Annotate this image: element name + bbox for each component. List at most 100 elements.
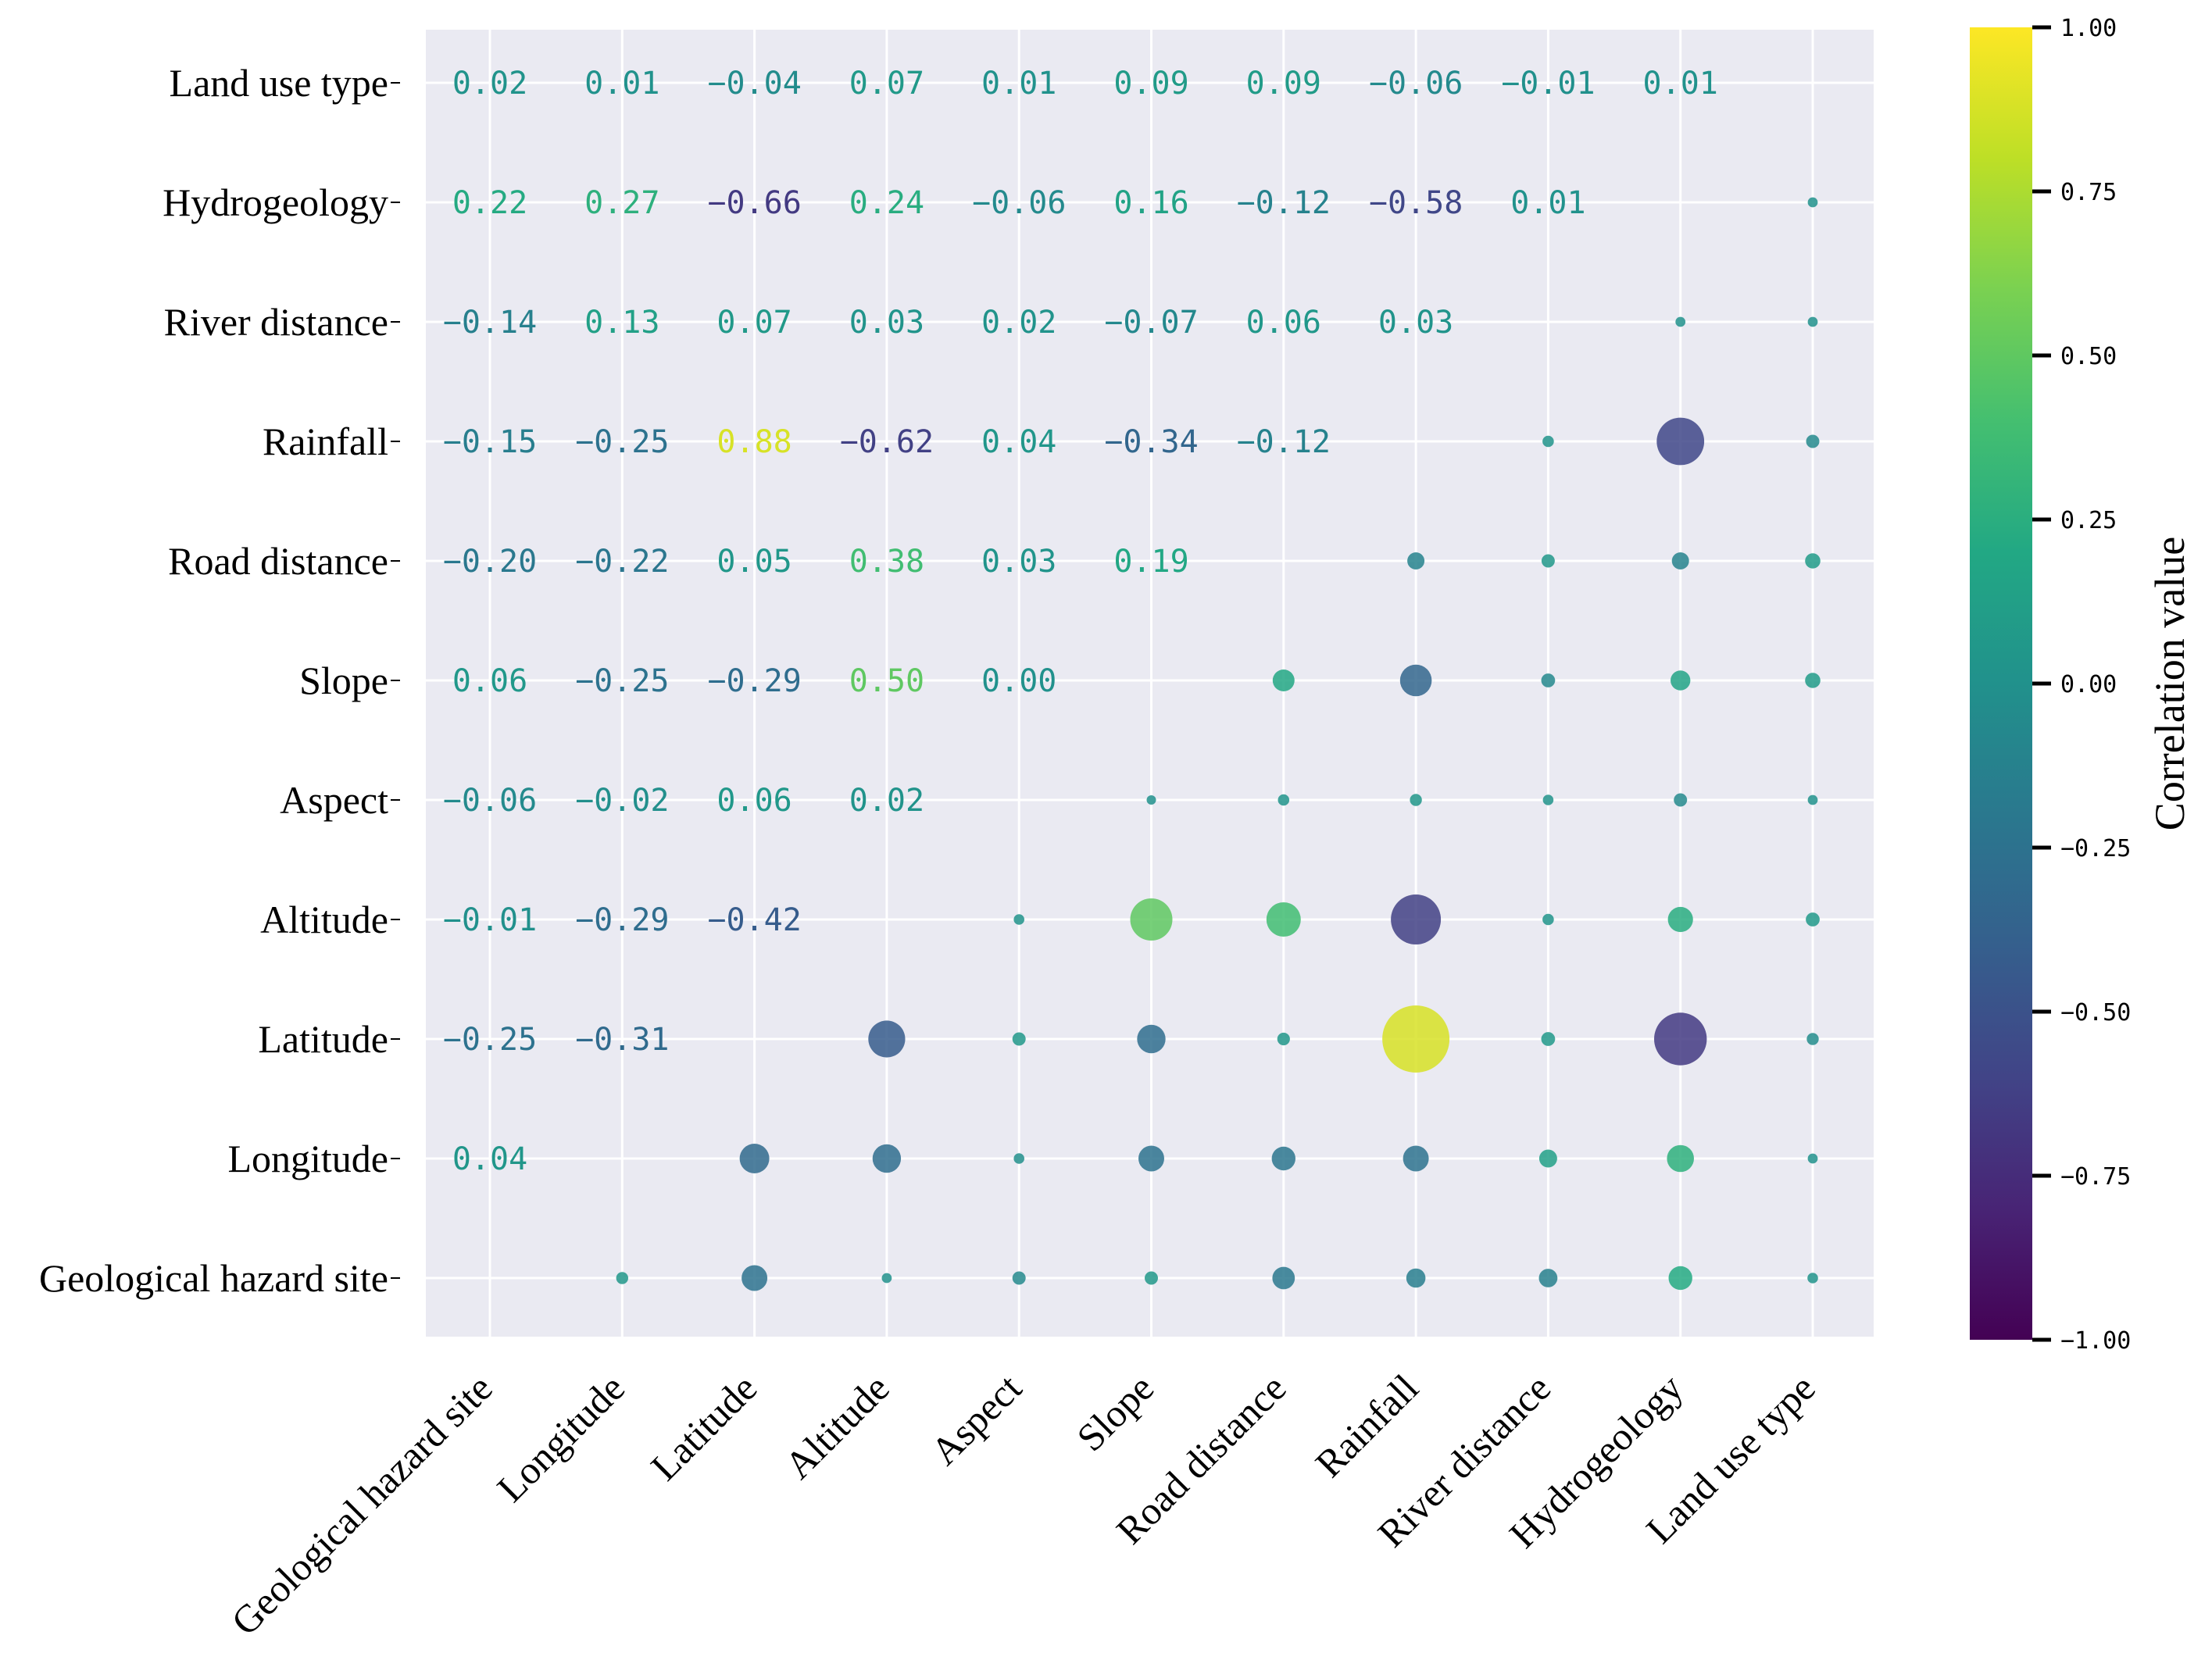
- correlation-value-label: 0.24: [849, 185, 924, 221]
- y-tick-label: Geological hazard site: [39, 1256, 388, 1300]
- correlation-value-label: 0.00: [981, 663, 1056, 699]
- correlation-bubble: [1671, 552, 1689, 569]
- correlation-value-label: 0.09: [1246, 66, 1321, 102]
- x-tick-label: Longitude: [488, 1366, 633, 1510]
- correlation-bubble: [1656, 417, 1705, 466]
- correlation-value-label: −0.31: [575, 1022, 669, 1058]
- correlation-bubble: [1272, 1266, 1295, 1290]
- correlation-bubble: [1145, 1271, 1158, 1285]
- y-tick-label: Longitude: [227, 1137, 388, 1180]
- correlation-value-label: −0.22: [575, 544, 669, 580]
- x-tick-label: Latitude: [642, 1366, 765, 1488]
- colorbar-tick-label: 0.00: [2060, 671, 2117, 698]
- correlation-value-label: 0.27: [584, 185, 659, 221]
- correlation-bubble: [1407, 552, 1425, 569]
- correlation-bubble: [1807, 197, 1818, 208]
- correlation-bubble: [616, 1272, 628, 1284]
- correlation-value-label: −0.25: [575, 663, 669, 699]
- colorbar-tick-label: −1.00: [2060, 1327, 2131, 1355]
- correlation-bubble: [1538, 1149, 1557, 1168]
- colorbar-gradient: [1970, 27, 2032, 1340]
- correlation-bubble: [1674, 793, 1688, 807]
- bubble-layer: [616, 197, 1821, 1291]
- correlation-bubble: [1382, 1005, 1450, 1073]
- correlation-bubble: [1272, 669, 1295, 691]
- correlation-value-label: 0.06: [452, 663, 527, 699]
- correlation-bubble: [739, 1144, 770, 1173]
- correlation-value-label: −0.29: [575, 902, 669, 938]
- correlation-value-label: 0.13: [584, 305, 659, 341]
- correlation-value-label: 0.01: [584, 66, 659, 102]
- y-tick-label: Altitude: [260, 898, 388, 941]
- correlation-bubble: [1137, 1024, 1166, 1054]
- correlation-bubble: [1399, 664, 1432, 697]
- correlation-value-label: −0.25: [443, 1022, 537, 1058]
- correlation-bubble: [1013, 1153, 1024, 1164]
- correlation-bubble: [1667, 1144, 1694, 1173]
- correlation-value-label: 0.04: [981, 424, 1056, 460]
- correlation-bubble: [1541, 1032, 1556, 1046]
- correlation-bubble: [1807, 316, 1818, 327]
- correlation-bubble: [1805, 553, 1821, 569]
- correlation-bubble: [881, 1273, 892, 1284]
- colorbar-tick-label: 1.00: [2060, 15, 2117, 42]
- correlation-bubble: [1278, 794, 1290, 806]
- correlation-value-label: −0.12: [1237, 185, 1331, 221]
- correlation-bubble: [1266, 902, 1301, 937]
- correlation-value-label: 0.06: [716, 783, 792, 819]
- correlation-value-label: 0.38: [849, 544, 924, 580]
- correlation-value-label: 0.09: [1113, 66, 1188, 102]
- x-tick-label: Rainfall: [1306, 1366, 1426, 1485]
- x-tick-label: Altitude: [776, 1366, 897, 1487]
- correlation-bubble: [1667, 906, 1693, 933]
- correlation-value-label: −0.14: [443, 305, 537, 341]
- correlation-bubble: [868, 1020, 906, 1058]
- correlation-bubble: [1403, 1145, 1429, 1172]
- plot-area: [426, 30, 1874, 1337]
- correlation-bubble: [1138, 1145, 1164, 1172]
- y-axis-tick-labels: Geological hazard site Longitude Latitude A…: [39, 61, 400, 1300]
- correlation-value-label: −0.01: [443, 902, 537, 938]
- correlation-value-label: −0.01: [1501, 66, 1595, 102]
- correlation-value-label: 0.19: [1113, 544, 1188, 580]
- correlation-value-label: 0.22: [452, 185, 527, 221]
- y-tick-label: Slope: [299, 659, 388, 702]
- correlation-bubble: [1805, 673, 1821, 688]
- x-tick-label: Geological hazard site: [223, 1366, 501, 1644]
- correlation-bubble: [1541, 554, 1555, 568]
- correlation-value-label: −0.04: [707, 66, 801, 102]
- correlation-value-label: −0.12: [1237, 424, 1331, 460]
- correlation-bubble: [1410, 794, 1422, 806]
- correlation-bubble: [1130, 898, 1173, 941]
- correlation-value-label: −0.62: [840, 424, 934, 460]
- correlation-bubble: [1807, 794, 1818, 805]
- correlation-value-label: −0.20: [443, 544, 537, 580]
- colorbar-ticks: 1.00 0.75 0.50 0.25 0.00 −0.25 −0.50 −0.75 −1.00: [2032, 15, 2131, 1355]
- correlation-value-label: −0.25: [575, 424, 669, 460]
- correlation-value-label: 0.01: [1643, 66, 1718, 102]
- correlation-bubble: [1013, 914, 1024, 925]
- colorbar-tick-label: −0.75: [2060, 1163, 2131, 1191]
- correlation-value-label: 0.02: [981, 305, 1056, 341]
- correlation-bubble: [1391, 894, 1442, 944]
- correlation-value-label: 0.04: [452, 1141, 527, 1177]
- correlation-bubble: [1012, 1032, 1026, 1046]
- correlation-bubble: [1542, 435, 1554, 448]
- correlation-bubble: [872, 1144, 902, 1173]
- correlation-bubble: [1542, 913, 1554, 926]
- y-tick-label: River distance: [164, 300, 388, 344]
- correlation-value-label: 0.03: [1378, 305, 1453, 341]
- colorbar-tick-label: −0.50: [2060, 999, 2131, 1027]
- correlation-bubble: [1271, 1146, 1296, 1171]
- correlation-bubble: [1277, 1032, 1290, 1046]
- x-tick-label: Slope: [1068, 1366, 1162, 1459]
- correlation-value-label: −0.07: [1104, 305, 1198, 341]
- correlation-value-label: 0.06: [1246, 305, 1321, 341]
- colorbar-label: Correlation value: [2146, 537, 2193, 830]
- correlation-value-label: 0.07: [849, 66, 924, 102]
- correlation-bubble: [1807, 1153, 1818, 1164]
- y-tick-label: Rainfall: [263, 420, 388, 463]
- correlation-value-label: 0.02: [452, 66, 527, 102]
